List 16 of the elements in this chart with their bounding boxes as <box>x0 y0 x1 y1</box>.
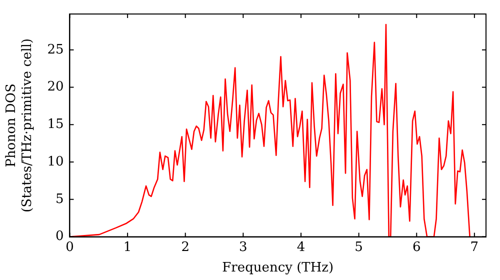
x-tick-label: 7 <box>470 240 479 255</box>
x-tick-label: 1 <box>123 240 132 255</box>
x-tick-label: 5 <box>354 240 363 255</box>
x-tick-label: 2 <box>181 240 190 255</box>
x-axis-title: Frequency (THz) <box>222 260 334 276</box>
y-tick-label: 5 <box>55 192 64 207</box>
y-tick-label: 10 <box>47 154 64 170</box>
y-tick-label: 25 <box>47 42 64 58</box>
x-tick-label: 0 <box>66 240 74 255</box>
x-tick-label: 3 <box>239 240 248 255</box>
y-axis-title: Phonon DOS (States/THz·primitive cell) <box>4 38 35 212</box>
y-tick-label: 20 <box>47 80 64 95</box>
y-tick-label: 15 <box>47 117 64 132</box>
y-tick-label: 0 <box>55 229 64 244</box>
x-tick-label: 4 <box>296 240 306 255</box>
x-tick-label: 6 <box>412 240 421 255</box>
